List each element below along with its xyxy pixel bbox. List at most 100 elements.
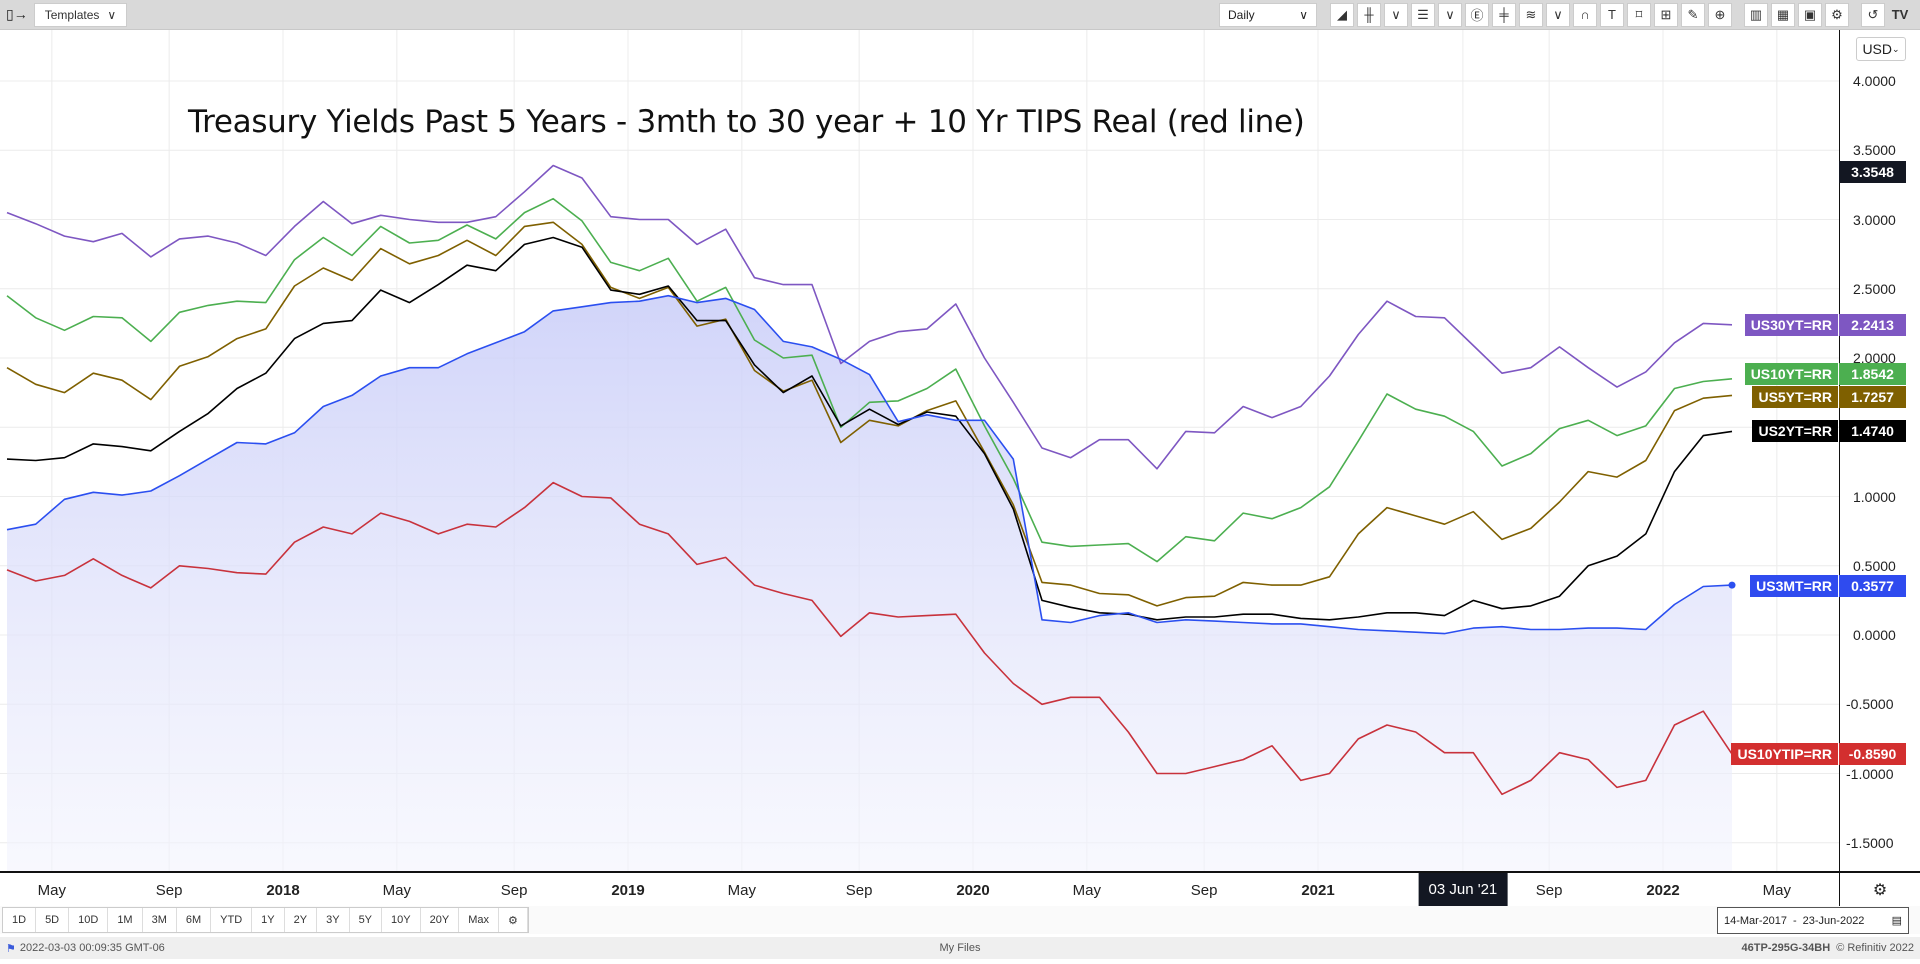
series-line-us10ytip[interactable] [6, 481, 1733, 796]
chevron-down-icon[interactable]: ∨ [1384, 2, 1408, 27]
range-button-10y[interactable]: 10Y [382, 908, 421, 932]
range-button-1y[interactable]: 1Y [252, 908, 285, 932]
bar-chart-icon[interactable]: ╫ [1357, 2, 1381, 27]
axis-settings-gear-icon[interactable]: ⚙ [1839, 873, 1920, 906]
x-tick-label: Sep [155, 882, 183, 899]
x-tick-label: Sep [1535, 882, 1563, 899]
x-tick-label: 2018 [266, 882, 300, 899]
text-icon[interactable]: T [1600, 2, 1624, 27]
y-tick-label: -1.5000 [1846, 834, 1894, 851]
templates-label: Templates [44, 7, 100, 22]
interval-dropdown[interactable]: Daily ∨ [1219, 2, 1317, 27]
range-button-3y[interactable]: 3Y [317, 908, 350, 932]
range-button-6m[interactable]: 6M [177, 908, 212, 932]
chevron-down-icon: ∨ [1299, 7, 1308, 22]
currency-icon[interactable]: Ⓔ [1465, 2, 1489, 27]
series-name-tag: US3MT=RR [1750, 575, 1838, 597]
x-tick-label: 2021 [1301, 882, 1335, 899]
table-icon[interactable]: ▦ [1771, 2, 1795, 27]
undo-icon[interactable]: ↺ [1861, 2, 1885, 27]
currency-dropdown[interactable]: USD ⌄ [1856, 37, 1906, 61]
measure-icon[interactable]: ⊞ [1654, 2, 1678, 27]
us3m-area-fill [7, 295, 1732, 871]
y-tick-label: 4.0000 [1853, 73, 1896, 89]
series-last-value-tag: 0.3577 [1839, 575, 1906, 597]
range-button-5y[interactable]: 5Y [350, 908, 383, 932]
status-timestamp: 2022-03-03 00:09:35 GMT-06 [19, 942, 165, 954]
x-tick-label: May [382, 882, 412, 899]
y-tick-label: 2.0000 [1853, 350, 1896, 366]
series-line-us2yt[interactable] [6, 236, 1733, 621]
price-axis[interactable]: USD ⌄ 4.0000 3.5000 3.0000 2.5000 2.0000 1.000… [1839, 30, 1920, 871]
currency-label: USD [1862, 41, 1892, 57]
flag-icon: ⚑ [6, 942, 16, 955]
chevron-down-icon[interactable]: ∨ [1546, 2, 1570, 27]
my-files-link[interactable]: My Files [939, 942, 981, 954]
crosshair-icon[interactable]: ╪ [1492, 2, 1516, 27]
last-point-marker [1728, 581, 1736, 589]
y-tick-label: 2.5000 [1853, 280, 1896, 297]
area-chart-icon[interactable]: ◢ [1330, 2, 1354, 27]
interval-label: Daily [1228, 7, 1255, 22]
y-tick-label: 0.5000 [1853, 557, 1896, 574]
x-tick-label: Sep [500, 882, 528, 899]
layout-icon[interactable]: ☰ [1411, 2, 1435, 27]
range-button-ytd[interactable]: YTD [211, 908, 253, 932]
range-button-3m[interactable]: 3M [143, 908, 177, 932]
range-button-1d[interactable]: 1D [3, 908, 37, 932]
x-tick-label: May [37, 882, 67, 899]
range-button-20y[interactable]: 20Y [421, 908, 460, 932]
series-last-value-tag: 1.8542 [1839, 363, 1906, 385]
x-tick-label: 2020 [956, 882, 990, 899]
copyright: © Refinitiv 2022 [1836, 942, 1914, 954]
y-tick-label: 3.0000 [1853, 211, 1896, 228]
shape-icon[interactable]: ⌑ [1627, 2, 1651, 27]
collapse-panel-icon[interactable]: ▯→ [6, 6, 28, 22]
series-line-us30yt[interactable] [6, 164, 1733, 470]
range-button-max[interactable]: Max [459, 908, 499, 932]
y-tick-label: 1.0000 [1853, 488, 1896, 505]
date-from: 14-Mar-2017 [1724, 914, 1787, 927]
y-tick-label: 0.0000 [1853, 627, 1896, 643]
series-name-tag: US10YTIP=RR [1731, 743, 1838, 765]
range-button-10d[interactable]: 10D [69, 908, 109, 932]
calendar-icon: ▤ [1891, 915, 1902, 927]
document-icon[interactable]: ▣ [1798, 2, 1822, 27]
status-bar: ⚑ 2022-03-03 00:09:35 GMT-06 My Files 46… [0, 937, 1920, 959]
x-tick-label: May [1072, 882, 1102, 899]
range-settings-gear-icon[interactable]: ⚙ [499, 908, 528, 932]
toolbar: ▯→ Templates ∨ Daily ∨ ◢ ╫ ∨ ☰ ∨ Ⓔ ╪ ≋ ∨ ∩ T ⌑ ⊞ ✎ ⊕ ▥ ▦ ▣ ⚙… [0, 0, 1920, 30]
templates-dropdown[interactable]: Templates ∨ [33, 2, 128, 27]
date-range-picker[interactable]: 14-Mar-2017- 23-Jun-2022 ▤ [1717, 907, 1909, 934]
indicators-icon[interactable]: ≋ [1519, 2, 1543, 27]
series-last-value-tag: -0.8590 [1839, 743, 1906, 765]
chevron-down-icon[interactable]: ∨ [1438, 2, 1462, 27]
range-button-1m[interactable]: 1M [108, 908, 143, 932]
series-last-value-tag: 1.7257 [1839, 386, 1906, 408]
magnet-icon[interactable]: ∩ [1573, 2, 1597, 27]
series-name-tag: US5YT=RR [1752, 386, 1838, 408]
time-axis[interactable]: May Sep 2018 May Sep 2019 May Sep 2020 May Sep 2021… [0, 871, 1920, 906]
logo-icon[interactable]: TV [1891, 7, 1909, 22]
chart-title: Treasury Yields Past 5 Years - 3mth to 3… [188, 104, 1305, 140]
series-name-tag: US10YT=RR [1744, 363, 1838, 385]
settings-icon[interactable]: ⚙ [1825, 2, 1849, 27]
range-button-2y[interactable]: 2Y [285, 908, 318, 932]
series-name-tag: US2YT=RR [1752, 420, 1838, 442]
date-to: 23-Jun-2022 [1802, 914, 1865, 927]
crosshair-date-label: 03 Jun '21 [1418, 873, 1508, 906]
x-tick-label: 2022 [1646, 882, 1680, 899]
range-button-5d[interactable]: 5D [36, 908, 70, 932]
crosshair-price-label: 3.3548 [1839, 161, 1906, 183]
draw-icon[interactable]: ✎ [1681, 2, 1705, 27]
series-line-us5yt[interactable] [6, 221, 1733, 607]
y-tick-label: -1.0000 [1846, 765, 1894, 782]
x-tick-label: Sep [1190, 882, 1218, 899]
chart-plot-area[interactable] [0, 30, 1839, 871]
compare-icon[interactable]: ▥ [1744, 2, 1768, 27]
chevron-down-icon: ∨ [107, 7, 117, 22]
zoom-icon[interactable]: ⊕ [1708, 2, 1732, 27]
series-line-us3mt[interactable] [6, 294, 1733, 635]
series-line-us10yt[interactable] [6, 197, 1733, 563]
x-tick-label: Sep [845, 882, 873, 899]
